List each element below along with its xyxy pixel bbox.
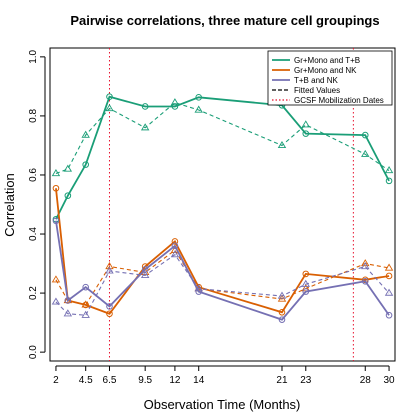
y-tick-label: 0.0: [28, 345, 39, 359]
observed-point: [385, 272, 393, 280]
observed-point: [195, 288, 203, 295]
fitted-point: [140, 123, 150, 131]
chart-title: Pairwise correlations, three mature cell…: [70, 13, 379, 28]
observed-point: [52, 184, 60, 192]
fitted-point: [63, 164, 73, 172]
fitted-point: [277, 291, 287, 299]
x-tick-label: 12: [169, 375, 181, 386]
observed-point: [171, 103, 179, 110]
observed-point: [106, 310, 113, 318]
series-group: [51, 93, 394, 223]
observed-line: [55, 188, 390, 315]
observed-point: [195, 94, 203, 101]
x-tick-label: 21: [276, 375, 288, 386]
legend-label: GCSF Mobilization Dates: [294, 96, 384, 105]
fitted-point: [277, 140, 287, 149]
x-tick-label: 23: [300, 375, 312, 386]
fitted-point: [384, 288, 394, 296]
observed-point: [64, 192, 72, 199]
observed-point: [278, 316, 286, 323]
y-axis: 0.0 0.2 0.4 0.6 0.8 1.0: [28, 49, 46, 359]
fitted-point: [170, 250, 180, 258]
observed-point: [82, 161, 89, 168]
fitted-point: [361, 149, 370, 157]
fitted-point: [81, 310, 90, 318]
fitted-point: [51, 297, 61, 305]
x-tick-label: 4.5: [79, 375, 93, 386]
fitted-point: [105, 266, 114, 274]
fitted-point: [301, 120, 310, 128]
observed-line: [55, 95, 390, 220]
legend-label: Fitted Values: [294, 86, 340, 95]
legend-label: Gr+Mono and T+B: [294, 56, 360, 65]
observed-point: [302, 288, 310, 295]
x-axis-title: Observation Time (Months): [144, 397, 301, 412]
x-tick-label: 6.5: [103, 375, 117, 386]
fitted-point: [361, 262, 370, 270]
fitted-line: [55, 102, 390, 175]
fitted-point: [51, 275, 61, 283]
fitted-point: [140, 270, 150, 278]
fitted-line: [55, 253, 390, 316]
fitted-point: [301, 279, 310, 287]
y-axis-title: Correlation: [2, 173, 17, 237]
observed-point: [82, 301, 89, 309]
x-tick-label: 2: [53, 375, 59, 386]
observed-point: [385, 311, 393, 319]
fitted-point: [361, 259, 370, 267]
plot-area-frame: [49, 47, 396, 362]
fitted-point: [194, 284, 203, 292]
observed-point: [52, 217, 60, 225]
x-tick-label: 30: [383, 375, 395, 386]
y-tick-label: 0.6: [28, 168, 39, 182]
y-tick-label: 1.0: [28, 49, 39, 63]
x-axis: 2 4.5 6.5 9.5 12 14 21 23 28 30: [53, 365, 395, 386]
observed-point: [302, 130, 310, 137]
observed-point: [141, 103, 149, 110]
observed-point: [171, 238, 179, 245]
observed-point: [361, 277, 369, 285]
observed-line: [55, 220, 390, 321]
observed-point: [278, 308, 286, 316]
x-tick-label: 14: [193, 375, 205, 386]
fitted-point: [105, 104, 114, 112]
legend-label: T+B and NK: [294, 76, 338, 85]
fitted-point: [194, 105, 203, 113]
observed-point: [361, 131, 369, 139]
x-tick-label: 28: [360, 375, 372, 386]
observed-point: [82, 283, 89, 291]
series-group: [51, 217, 394, 323]
series-group: [51, 184, 394, 318]
fitted-point: [105, 262, 114, 270]
y-tick-label: 0.2: [28, 286, 39, 300]
observed-point: [106, 93, 113, 101]
fitted-point: [81, 300, 90, 308]
series-layer: [51, 93, 394, 323]
observed-point: [171, 242, 179, 250]
observed-point: [141, 266, 149, 273]
fitted-point: [51, 169, 61, 177]
y-tick-label: 0.8: [28, 109, 39, 123]
observed-point: [385, 177, 393, 185]
fitted-point: [81, 130, 90, 138]
fitted-point: [170, 98, 180, 106]
fitted-point: [384, 166, 394, 174]
x-tick-label: 9.5: [138, 375, 152, 386]
observed-point: [302, 270, 310, 278]
legend-label: Gr+Mono and NK: [294, 66, 357, 75]
y-tick-label: 0.4: [28, 227, 39, 241]
legend: Gr+Mono and T+BGr+Mono and NKT+B and NKF…: [267, 50, 393, 106]
observed-point: [64, 297, 72, 304]
fitted-point: [63, 309, 73, 317]
fitted-point: [384, 263, 394, 271]
observed-point: [106, 303, 113, 310]
